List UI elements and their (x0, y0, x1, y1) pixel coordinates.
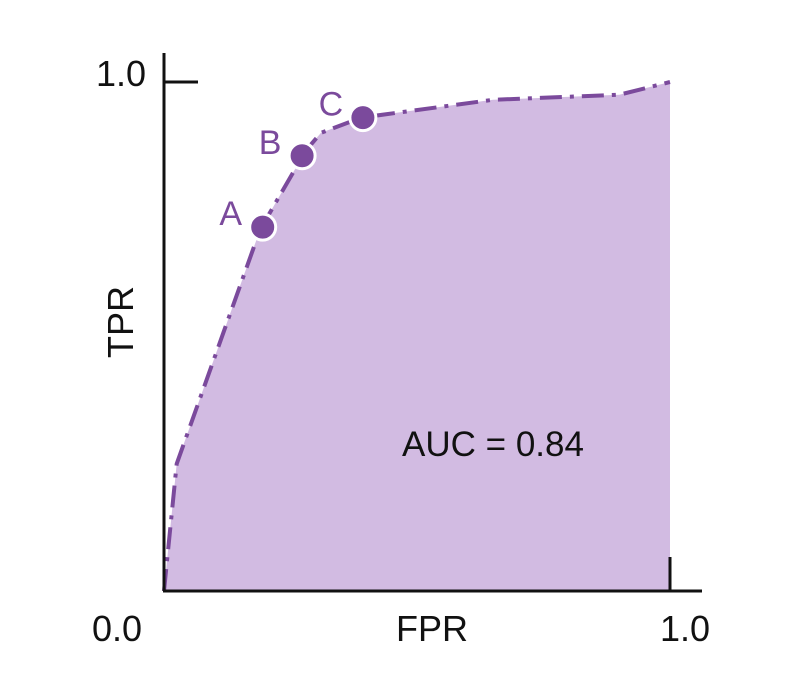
threshold-point-label-a: A (219, 195, 242, 233)
y-tick-label-max: 1.0 (96, 53, 146, 94)
threshold-point-c (348, 103, 378, 133)
x-axis-label: FPR (396, 608, 468, 649)
y-axis-label: TPR (100, 286, 141, 358)
x-tick-label-max: 1.0 (660, 608, 710, 649)
threshold-point-label-b: B (259, 124, 282, 162)
threshold-points: ABC (219, 86, 378, 242)
threshold-point-label-c: C (319, 86, 344, 124)
auc-annotation: AUC = 0.84 (402, 425, 584, 464)
threshold-point-a (248, 212, 278, 242)
axes (162, 53, 702, 593)
x-tick-label-min: 0.0 (92, 608, 142, 649)
roc-curve-line (162, 80, 671, 592)
auc-area (164, 82, 670, 591)
threshold-point-b (287, 141, 317, 171)
